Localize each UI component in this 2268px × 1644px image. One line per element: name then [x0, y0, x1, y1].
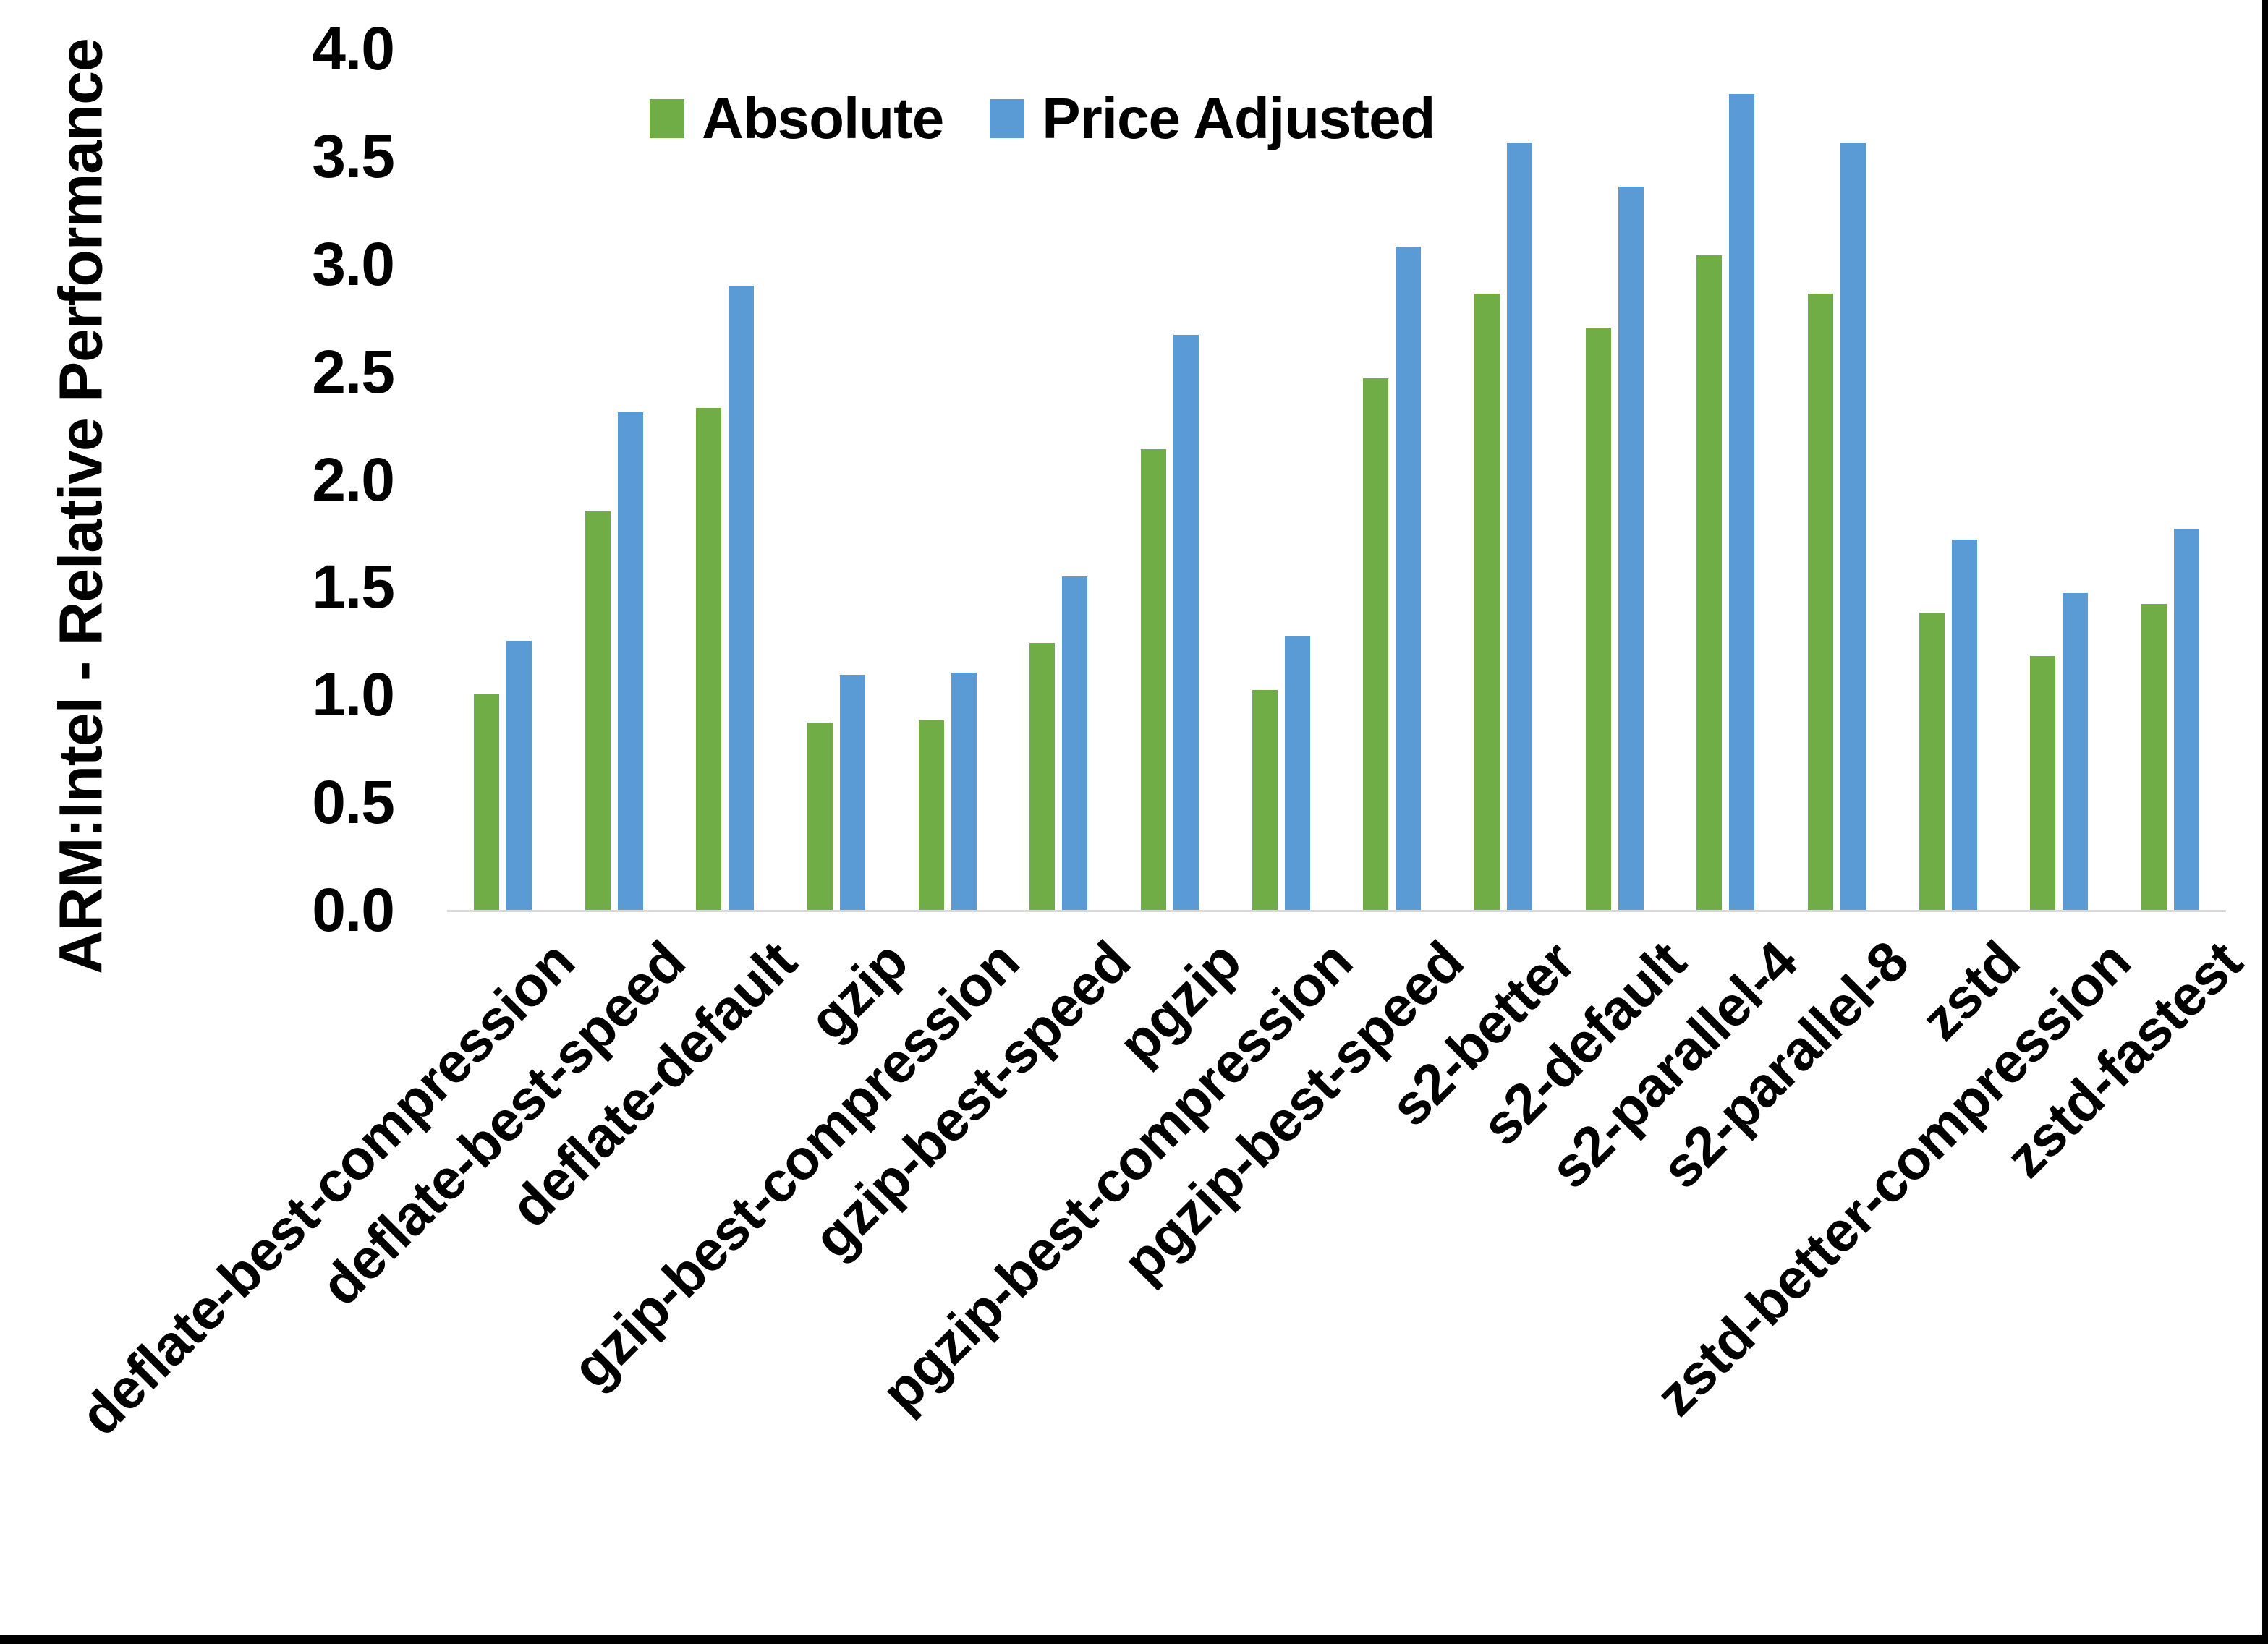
bar-absolute-s2-default — [1585, 328, 1611, 910]
bar-absolute-deflate-best-speed — [585, 511, 611, 910]
plot-area — [447, 48, 2226, 910]
y-tick-label: 0.5 — [312, 768, 395, 837]
bar-price-adjusted-zstd-fastest — [2174, 528, 2200, 910]
bar-price-adjusted-deflate-best-speed — [617, 412, 643, 910]
y-tick-label: 3.5 — [312, 122, 395, 190]
bar-price-adjusted-s2-better — [1507, 143, 1533, 910]
bar-absolute-gzip — [807, 722, 833, 910]
y-tick-label: 0.0 — [312, 876, 395, 944]
bar-price-adjusted-s2-parallel-4 — [1729, 93, 1755, 910]
bar-absolute-s2-better — [1474, 294, 1500, 910]
bar-price-adjusted-pgzip — [1173, 335, 1199, 910]
bar-price-adjusted-pgzip-best-speed — [1396, 246, 1422, 910]
bar-price-adjusted-s2-parallel-8 — [1840, 143, 1866, 910]
bar-absolute-zstd-fastest — [2141, 604, 2167, 910]
y-tick-label: 4.0 — [312, 14, 395, 82]
bar-absolute-gzip-best-compression — [918, 720, 944, 910]
bar-absolute-deflate-best-compression — [473, 694, 499, 910]
legend-item-absolute: Absolute — [650, 86, 944, 150]
bar-absolute-deflate-default — [696, 408, 722, 910]
bar-absolute-zstd-better-compression — [2030, 655, 2056, 910]
bar-absolute-pgzip-best-compression — [1252, 690, 1278, 910]
bar-price-adjusted-deflate-default — [729, 285, 755, 910]
bar-absolute-pgzip-best-speed — [1363, 378, 1389, 910]
x-axis-line — [447, 910, 2226, 912]
bar-price-adjusted-gzip-best-speed — [1062, 576, 1088, 910]
y-tick-label: 1.5 — [312, 553, 395, 621]
bar-absolute-pgzip — [1140, 448, 1166, 910]
bar-absolute-gzip-best-speed — [1029, 642, 1056, 910]
legend-label: Price Adjusted — [1042, 86, 1435, 150]
screenshot-border-right — [2262, 0, 2268, 1644]
bar-price-adjusted-zstd — [1951, 539, 1977, 910]
bar-price-adjusted-pgzip-best-compression — [1284, 636, 1310, 910]
y-tick-label: 2.5 — [312, 337, 395, 406]
y-tick-label: 1.0 — [312, 660, 395, 729]
legend-label: Absolute — [702, 86, 944, 150]
screenshot-border-bottom — [0, 1635, 2268, 1644]
bar-absolute-s2-parallel-8 — [1808, 294, 1834, 910]
y-tick-label: 3.0 — [312, 229, 395, 298]
y-tick-label: 2.0 — [312, 445, 395, 514]
legend: Absolute Price Adjusted — [650, 90, 1435, 148]
legend-swatch-absolute — [650, 99, 684, 138]
bar-absolute-s2-parallel-4 — [1696, 255, 1723, 910]
bar-price-adjusted-zstd-better-compression — [2063, 593, 2089, 910]
y-axis-title: ARM:Intel - Relative Performance — [46, 38, 115, 974]
legend-swatch-price-adjusted — [990, 99, 1025, 138]
bar-price-adjusted-deflate-best-compression — [506, 640, 532, 910]
bar-absolute-zstd — [1919, 613, 1945, 910]
bar-price-adjusted-s2-default — [1618, 186, 1644, 910]
bar-price-adjusted-gzip-best-compression — [951, 673, 977, 910]
bar-price-adjusted-gzip — [839, 675, 865, 910]
legend-item-price-adjusted: Price Adjusted — [990, 90, 1435, 148]
